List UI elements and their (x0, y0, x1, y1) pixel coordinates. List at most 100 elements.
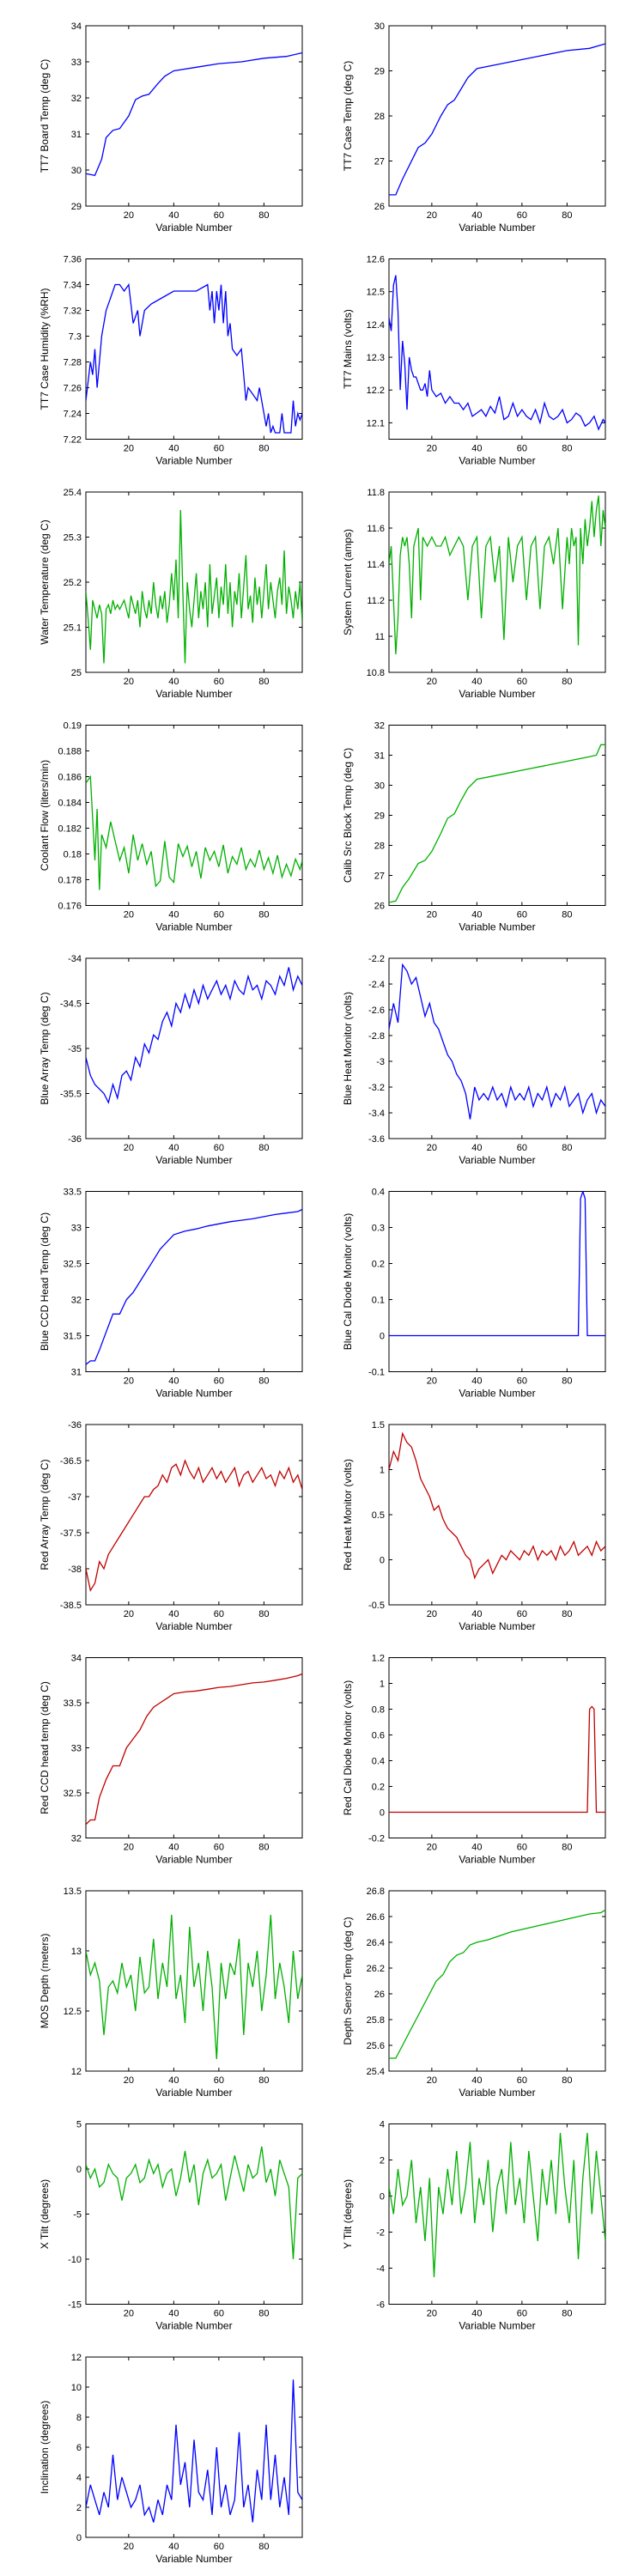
y-tick-label: 31 (374, 751, 385, 762)
x-tick-label: 80 (258, 1843, 269, 1853)
chart-panel-8: 20 40 60 80 26 27 28 29 30 31 32 Variable Number Cal… (342, 721, 606, 933)
y-tick-label: 4 (380, 2120, 385, 2130)
x-tick-label: 40 (168, 1376, 179, 1387)
y-tick-label: 25.1 (64, 623, 82, 634)
chart-panel-9: 20 40 60 80 -36 -35.5 -35 -34.5 -34 Variable Numb… (39, 954, 303, 1166)
y-tick-label: -3 (376, 1057, 385, 1067)
y-tick-label: 32.5 (64, 1260, 82, 1270)
y-tick-label: -37.5 (60, 1528, 82, 1539)
y-tick-label: -36 (68, 1134, 82, 1145)
x-tick-label: 40 (471, 677, 482, 687)
chart-panel-15: 20 40 60 80 32 32.5 33 33.5 34 Variable Number Red… (39, 1654, 303, 1866)
x-tick-label: 80 (258, 2309, 269, 2319)
y-axis-label: Water Temperature (deg C) (39, 519, 51, 644)
chart-panel-2: 20 40 60 80 26 27 28 29 30 Variable Number TT7 Cas… (342, 21, 606, 234)
y-tick-label: -34.5 (60, 999, 82, 1010)
series-line (389, 963, 605, 1120)
x-tick-label: 20 (124, 1609, 134, 1619)
y-tick-label: 13 (71, 1947, 82, 1957)
y-tick-label: 12.2 (367, 386, 385, 396)
series-line (86, 1914, 302, 2060)
x-tick-label: 40 (168, 210, 179, 221)
series-line (86, 1673, 302, 1826)
y-tick-label: 0.176 (58, 902, 82, 912)
chart-panel-11: 20 40 60 80 31 31.5 32 32.5 33 33.5 Variable Numbe… (39, 1188, 303, 1400)
x-tick-label: 60 (214, 677, 224, 687)
y-tick-label: 0.182 (58, 824, 82, 835)
x-tick-label: 60 (214, 210, 224, 221)
chart-panel-14: 20 40 60 80 -0.5 0 0.5 1 1.5 Variable Number Red H… (342, 1420, 606, 1632)
y-tick-label: 1 (380, 1680, 385, 1690)
y-tick-label: 30 (374, 781, 385, 792)
x-tick-label: 40 (471, 910, 482, 920)
x-tick-label: 80 (562, 444, 572, 454)
y-axis-label: Blue CCD Head Temp (deg C) (39, 1212, 51, 1351)
y-tick-label: 0.6 (372, 1731, 385, 1741)
x-axis-label: Variable Number (155, 1620, 232, 1632)
chart-panel-20: 20 40 60 80 -6 -4 -2 0 2 4 Variable Number Y Tilt (… (342, 2120, 606, 2332)
y-tick-label: 0.186 (58, 773, 82, 783)
y-tick-label: 32 (71, 1296, 82, 1306)
x-axis-label: Variable Number (155, 1154, 232, 1166)
series-line (86, 509, 302, 664)
x-tick-label: 80 (258, 444, 269, 454)
y-tick-label: 0.8 (372, 1705, 385, 1716)
plot-frame (85, 1657, 303, 1838)
y-tick-label: 26 (374, 1990, 385, 2000)
x-axis-label: Variable Number (155, 2087, 232, 2099)
y-tick-label: 26.8 (367, 1886, 385, 1897)
x-tick-label: 80 (258, 677, 269, 687)
y-tick-label: 0 (76, 2165, 82, 2175)
chart-panel-1: 20 40 60 80 29 30 31 32 33 34 Variable Number TT7 B… (39, 21, 303, 234)
x-tick-label: 60 (517, 910, 527, 920)
x-axis-label: Variable Number (155, 2553, 232, 2565)
x-tick-label: 80 (258, 1609, 269, 1619)
x-tick-label: 20 (427, 2075, 437, 2086)
x-tick-label: 80 (258, 1143, 269, 1153)
x-axis-label: Variable Number (155, 921, 232, 933)
y-axis-label: Red Array Temp (deg C) (39, 1459, 51, 1570)
x-tick-label: 40 (168, 1843, 179, 1853)
x-axis-label: Variable Number (459, 1388, 535, 1400)
y-tick-label: 2 (380, 2156, 385, 2166)
plot-frame (388, 25, 606, 207)
y-tick-label: 12.5 (367, 288, 385, 298)
x-tick-label: 40 (471, 1609, 482, 1619)
y-tick-label: -34 (68, 954, 82, 964)
y-tick-label: 25.4 (64, 488, 82, 498)
y-axis-label: MOS Depth (meters) (39, 1934, 51, 2029)
x-tick-label: 40 (168, 1609, 179, 1619)
y-tick-label: 6 (76, 2443, 82, 2453)
x-axis-label: Variable Number (155, 688, 232, 700)
x-tick-label: 20 (427, 2309, 437, 2319)
y-tick-label: 0 (380, 1808, 385, 1819)
y-axis-label: TT7 Board Temp (deg C) (39, 59, 51, 173)
y-tick-label: 31 (71, 130, 82, 140)
y-tick-label: 28 (374, 841, 385, 852)
y-axis-label: TT7 Case Temp (deg C) (342, 61, 354, 172)
y-axis-label: TT7 Mains (volts) (342, 309, 354, 389)
x-tick-label: 80 (258, 2542, 269, 2552)
x-tick-label: 60 (517, 2075, 527, 2086)
plot-frame (85, 725, 303, 906)
y-tick-label: -2.8 (368, 1031, 385, 1042)
chart-panel-18: 20 40 60 80 25.4 25.6 25.8 26 26.2 26.4 26.6 26.8 Va… (342, 1886, 606, 2099)
y-tick-label: 10.8 (367, 668, 385, 678)
y-tick-label: 12.5 (64, 2007, 82, 2017)
x-tick-label: 80 (562, 2309, 572, 2319)
y-tick-label: 25 (71, 668, 82, 678)
chart-panel-13: 20 40 60 80 -38.5 -38 -37.5 -37 -36.5 -36 Variable… (39, 1420, 303, 1632)
x-tick-label: 80 (562, 1376, 572, 1387)
x-tick-label: 40 (471, 1143, 482, 1153)
plot-frame (388, 1890, 606, 2072)
y-tick-label: 32 (71, 94, 82, 104)
series-line (389, 1431, 605, 1580)
x-tick-label: 40 (168, 1143, 179, 1153)
x-tick-label: 60 (214, 1843, 224, 1853)
x-axis-label: Variable Number (459, 455, 535, 467)
x-tick-label: 20 (124, 910, 134, 920)
y-tick-label: 1.2 (372, 1654, 385, 1664)
y-tick-label: 0.3 (372, 1224, 385, 1234)
y-axis-label: Blue Cal Diode Monitor (volts) (342, 1213, 354, 1350)
y-tick-label: 26.2 (367, 1964, 385, 1974)
